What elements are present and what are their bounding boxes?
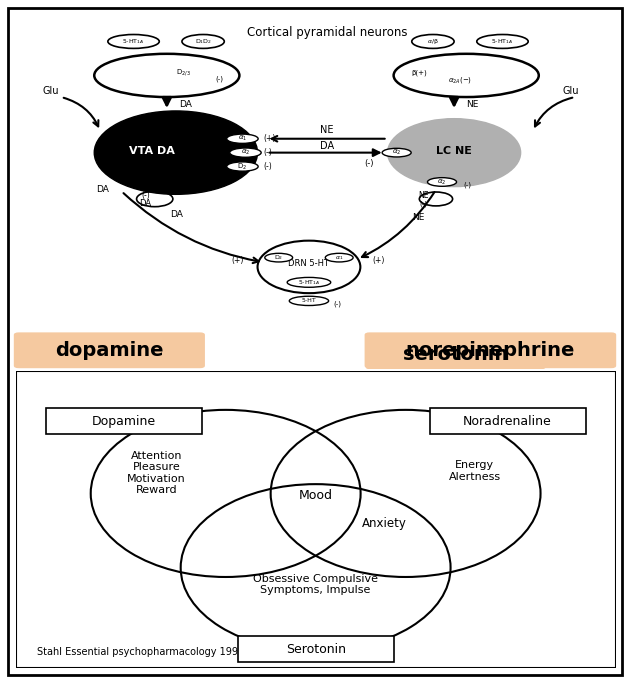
Text: $\alpha_1$: $\alpha_1$ <box>238 134 247 143</box>
Text: Obsessive Compulsive
Symptoms, Impulse: Obsessive Compulsive Symptoms, Impulse <box>253 574 378 595</box>
Text: D$_1$D$_2$: D$_1$D$_2$ <box>195 37 212 46</box>
Circle shape <box>258 240 360 293</box>
Text: β(+): β(+) <box>412 69 428 76</box>
FancyBboxPatch shape <box>46 408 202 434</box>
Text: (-): (-) <box>263 162 272 171</box>
Ellipse shape <box>477 35 528 48</box>
Text: Glu: Glu <box>43 86 59 96</box>
Text: (-): (-) <box>215 75 223 82</box>
Text: Energy
Alertness: Energy Alertness <box>449 460 501 482</box>
Ellipse shape <box>227 162 258 171</box>
Text: Glu: Glu <box>563 86 580 96</box>
Text: Cortical pyramidal neurons: Cortical pyramidal neurons <box>247 26 408 39</box>
Text: dopamine: dopamine <box>55 342 164 361</box>
Ellipse shape <box>289 296 329 305</box>
Text: (-): (-) <box>333 301 341 307</box>
FancyBboxPatch shape <box>238 637 394 663</box>
Text: DA: DA <box>320 141 334 151</box>
Text: (+): (+) <box>263 135 276 143</box>
Text: Serotonin: Serotonin <box>285 643 346 656</box>
Text: 5-HT: 5-HT <box>302 298 316 303</box>
Circle shape <box>387 119 520 186</box>
Text: serotonin: serotonin <box>403 346 508 365</box>
Text: (+): (+) <box>231 256 244 265</box>
Ellipse shape <box>108 35 159 48</box>
Text: D$_2$: D$_2$ <box>274 253 284 262</box>
Ellipse shape <box>182 35 224 48</box>
Text: $\alpha_2$: $\alpha_2$ <box>392 148 401 157</box>
Text: DA: DA <box>179 100 192 109</box>
Ellipse shape <box>227 134 258 143</box>
Text: 5-HT$_{1A}$: 5-HT$_{1A}$ <box>491 37 513 46</box>
Text: $\alpha$/β: $\alpha$/β <box>427 37 439 46</box>
Circle shape <box>94 111 258 195</box>
Text: DA: DA <box>140 199 152 208</box>
Text: (+): (+) <box>372 256 385 265</box>
Text: (-): (-) <box>141 191 150 200</box>
Text: DA: DA <box>170 210 183 219</box>
Ellipse shape <box>394 54 539 97</box>
FancyBboxPatch shape <box>430 408 585 434</box>
Text: DA: DA <box>96 185 110 194</box>
Text: LC NE: LC NE <box>436 146 472 156</box>
Text: NE: NE <box>466 100 479 109</box>
Ellipse shape <box>94 54 239 97</box>
Text: Mood: Mood <box>299 489 333 502</box>
Text: $\alpha_{2A}$(−): $\alpha_{2A}$(−) <box>448 75 472 85</box>
Text: Noradrenaline: Noradrenaline <box>463 415 552 428</box>
Text: Stahl Essential psychopharmacology 1996: Stahl Essential psychopharmacology 1996 <box>37 647 244 657</box>
FancyBboxPatch shape <box>14 333 205 368</box>
Text: (-): (-) <box>463 182 471 189</box>
Text: (-): (-) <box>420 200 428 207</box>
Text: $\alpha_1$: $\alpha_1$ <box>335 253 343 262</box>
Text: $\alpha_2$: $\alpha_2$ <box>241 148 250 157</box>
Ellipse shape <box>265 253 292 262</box>
Text: 5-HT$_{1A}$: 5-HT$_{1A}$ <box>298 278 320 287</box>
Ellipse shape <box>230 148 261 157</box>
Text: $\alpha_2$: $\alpha_2$ <box>437 178 447 186</box>
Text: D$_2$: D$_2$ <box>238 161 248 171</box>
Text: VTA DA: VTA DA <box>129 146 175 156</box>
Text: 5-HT$_{1A}$: 5-HT$_{1A}$ <box>122 37 145 46</box>
Text: D$_{2/3}$: D$_{2/3}$ <box>176 67 191 78</box>
FancyBboxPatch shape <box>365 333 616 368</box>
Text: (-): (-) <box>263 148 272 157</box>
Text: NE: NE <box>412 213 424 222</box>
Ellipse shape <box>325 253 353 262</box>
Ellipse shape <box>287 277 331 288</box>
Text: norepinephrine: norepinephrine <box>406 342 575 361</box>
Text: (-): (-) <box>365 159 374 168</box>
Text: Anxiety: Anxiety <box>362 516 407 529</box>
FancyBboxPatch shape <box>366 340 546 369</box>
Text: DRN 5-HT: DRN 5-HT <box>289 260 329 268</box>
Text: NE: NE <box>320 125 334 135</box>
Text: Attention
Pleasure
Motivation
Reward: Attention Pleasure Motivation Reward <box>127 451 186 495</box>
Text: NE: NE <box>418 191 429 200</box>
Ellipse shape <box>428 178 457 186</box>
Text: Dopamine: Dopamine <box>91 415 156 428</box>
Ellipse shape <box>412 35 454 48</box>
Ellipse shape <box>382 148 411 157</box>
